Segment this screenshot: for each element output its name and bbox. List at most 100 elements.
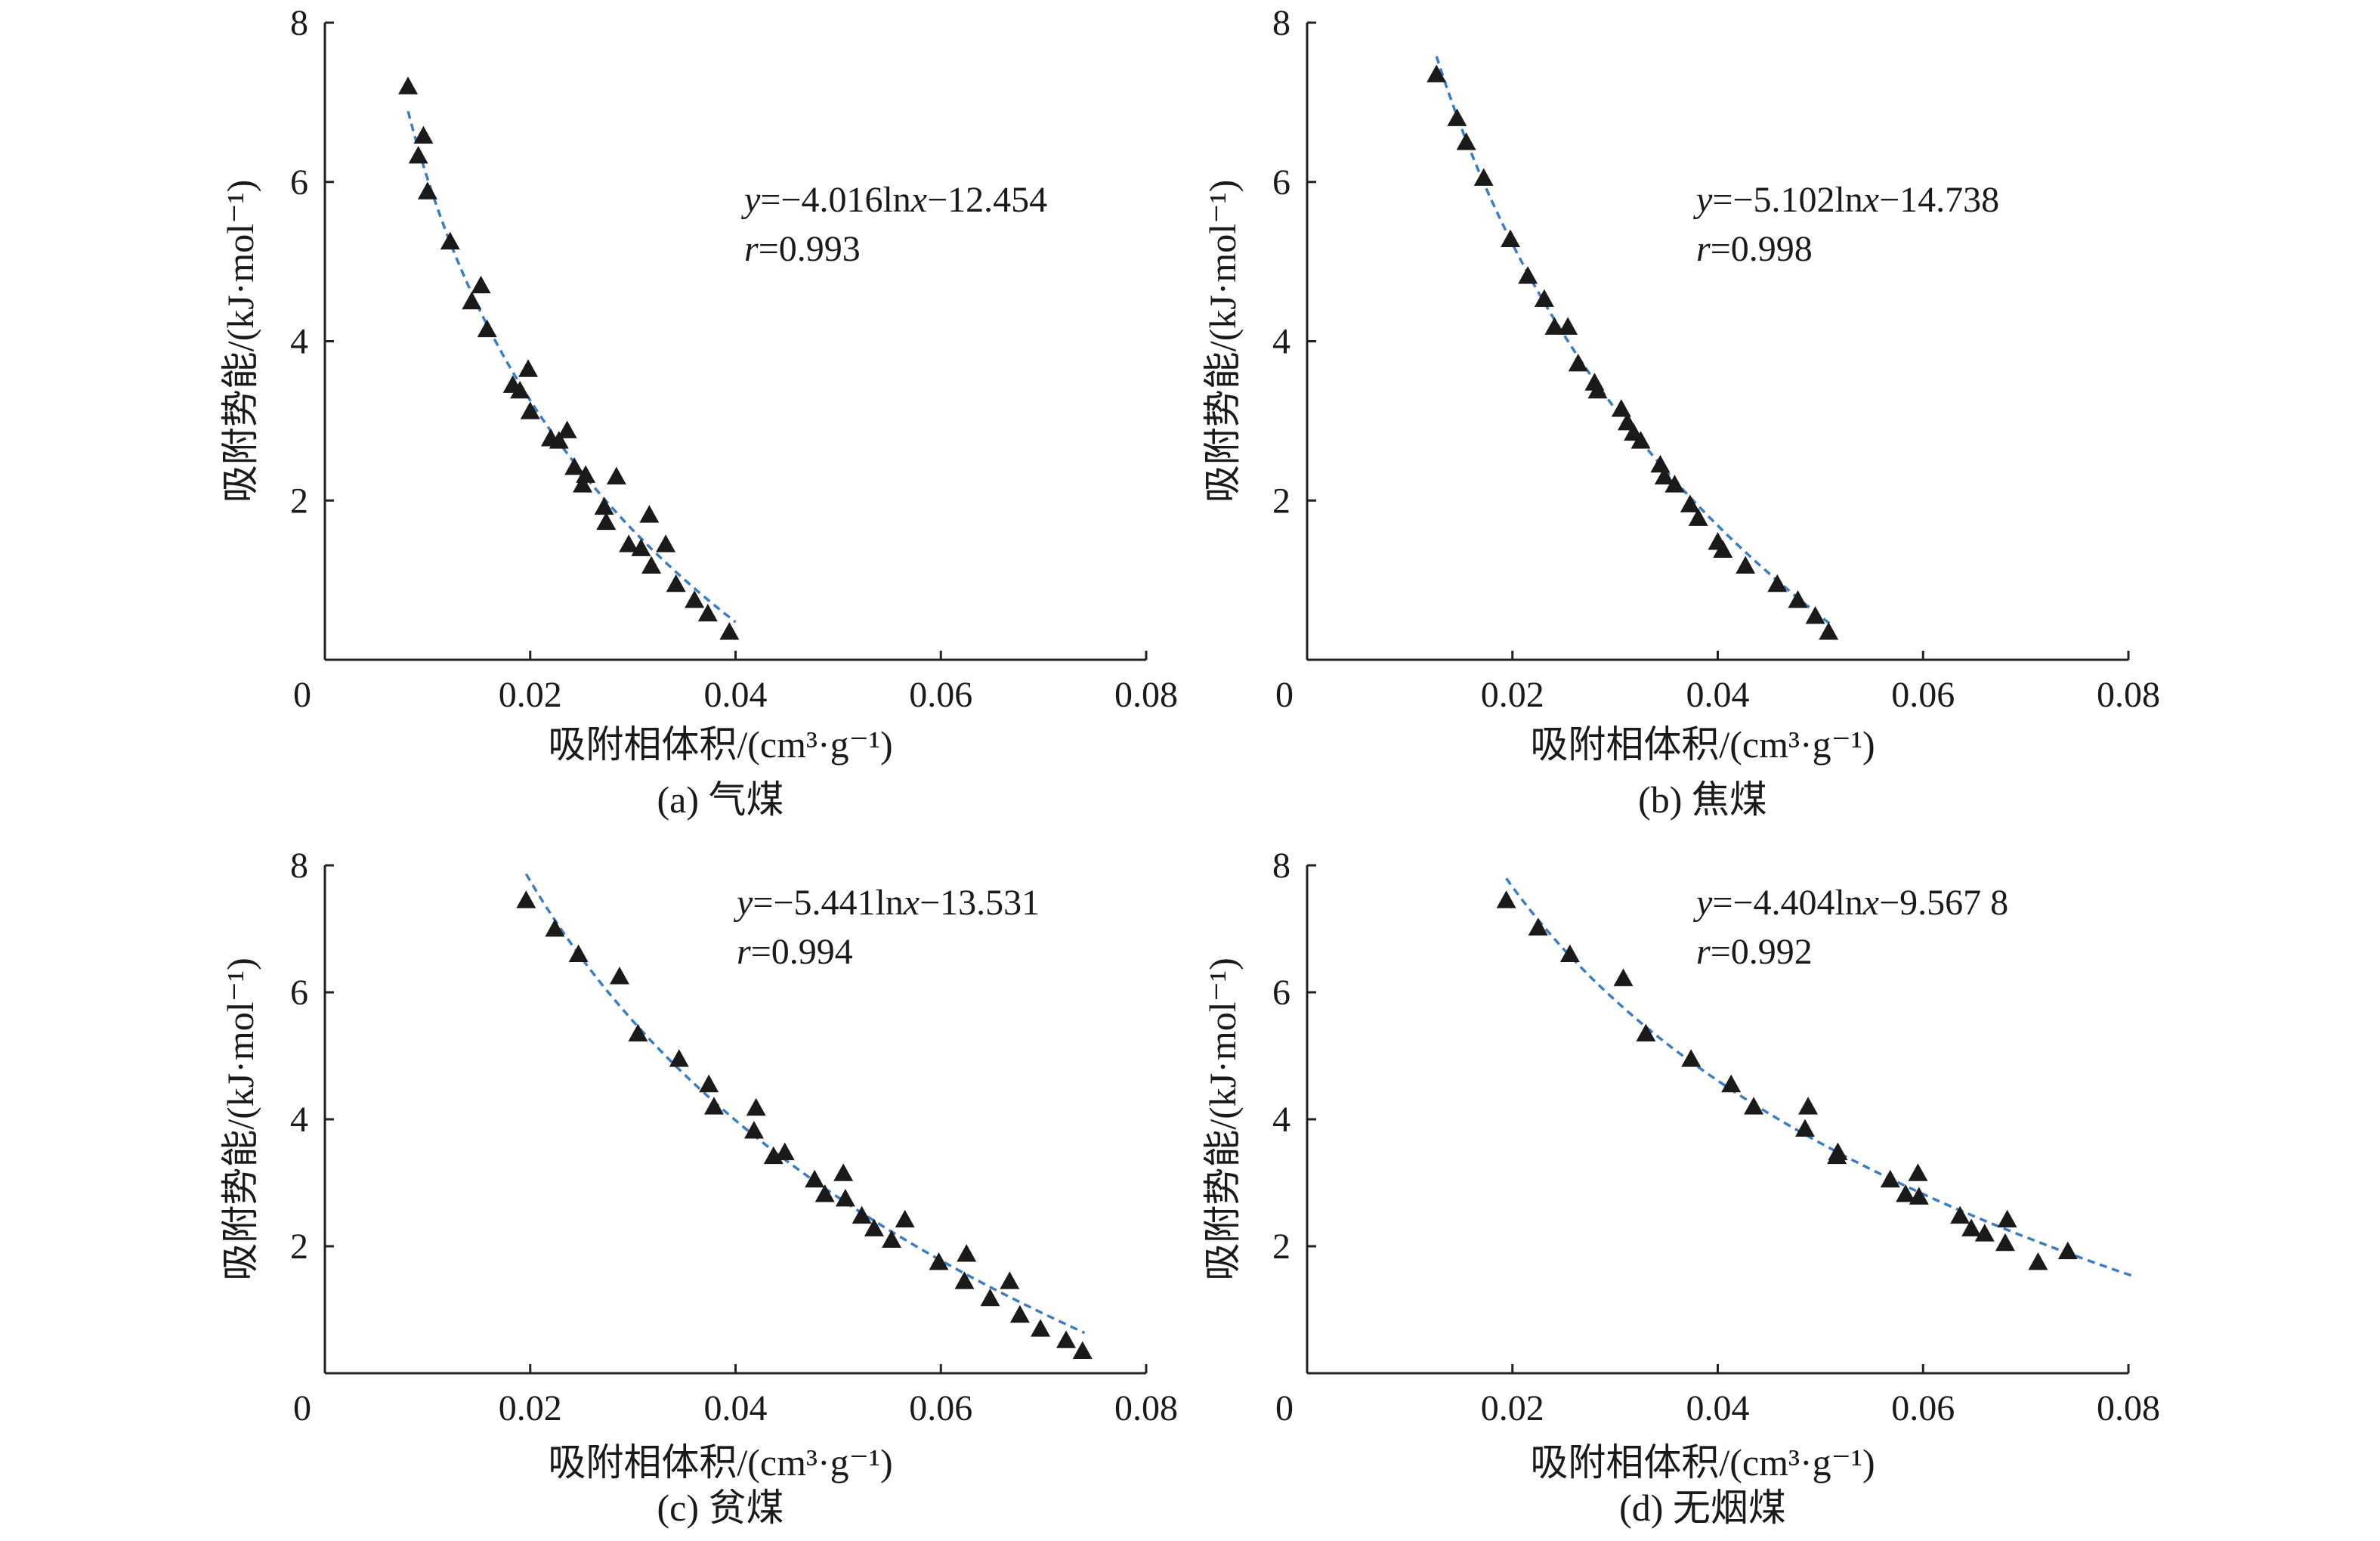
panel-c: 2 4 6 8 0 0.02 0.04 0.06 0.08 吸附相体积/(cm³·g⁻¹) 吸附势能… <box>219 846 1178 1529</box>
panel-caption: (b) 焦煤 <box>1638 778 1767 821</box>
data-point <box>656 534 676 552</box>
data-point <box>1559 944 1580 962</box>
data-point <box>609 967 629 985</box>
fit-curve <box>524 873 1086 1335</box>
x-tick-label: 0.04 <box>1686 675 1750 715</box>
panel-b: 2 4 6 8 0 0.02 0.04 0.06 0.08 吸附相体积/(cm³·g⁻¹) 吸附势能… <box>1201 3 2160 821</box>
data-point <box>1650 454 1671 473</box>
fit-equation: y=−4.016lnx−12.454 <box>740 180 1047 220</box>
y-tick-label: 4 <box>1272 322 1290 362</box>
fit-curve <box>1505 877 2134 1278</box>
y-tick-label: 2 <box>290 481 308 521</box>
r-symbol: r <box>737 932 751 972</box>
y-axis-title: 吸附势能/(kJ·mol⁻¹) <box>219 180 261 503</box>
data-point <box>1528 917 1548 936</box>
data-point <box>1805 606 1825 624</box>
data-point <box>746 1097 766 1116</box>
y-tick-label: 6 <box>1272 973 1290 1013</box>
data-point <box>2028 1252 2048 1270</box>
x-tick-label: 0 <box>1275 1388 1294 1428</box>
data-point <box>1880 1169 1900 1188</box>
data-point <box>1534 289 1554 308</box>
data-point <box>1744 1097 1764 1115</box>
equation-variable: x <box>910 180 927 220</box>
data-point <box>1721 1074 1742 1093</box>
y-tick-label: 4 <box>1272 1100 1290 1140</box>
r-text: =0.998 <box>1711 229 1813 269</box>
data-point <box>699 1074 719 1093</box>
data-point <box>641 555 662 574</box>
y-tick-label: 2 <box>290 1227 308 1267</box>
x-tick-label: 0 <box>293 675 311 715</box>
data-point <box>398 76 419 94</box>
y-tick-label: 8 <box>290 3 308 43</box>
equation-text: −13.531 <box>920 883 1040 923</box>
data-point <box>549 431 569 449</box>
data-point <box>1680 494 1700 512</box>
data-point <box>954 1271 975 1289</box>
data-point <box>606 466 626 485</box>
y-tick-label: 2 <box>1272 1227 1290 1267</box>
y-axis-title: 吸附势能/(kJ·mol⁻¹) <box>1201 180 1244 503</box>
x-tick-label: 0.02 <box>1481 1388 1544 1428</box>
fit-equation: y=−5.102lnx−14.738 <box>1692 180 1999 220</box>
correlation-value: r=0.994 <box>737 932 853 972</box>
x-axis-title: 吸附相体积/(cm³·g⁻¹) <box>1530 723 1875 766</box>
x-tick-label: 0.08 <box>1114 1388 1178 1428</box>
data-point <box>619 534 639 552</box>
data-point <box>1713 540 1733 558</box>
data-point <box>685 589 705 608</box>
data-point <box>882 1230 902 1248</box>
data-point <box>1974 1224 1995 1242</box>
data-point <box>1798 1097 1819 1115</box>
data-point <box>805 1169 825 1188</box>
data-point <box>557 420 577 438</box>
y-tick-label: 4 <box>290 322 308 362</box>
x-tick-label: 0.02 <box>499 675 562 715</box>
data-point <box>1473 168 1494 186</box>
data-point <box>1997 1209 2017 1228</box>
equation-text: =−4.016ln <box>760 180 910 220</box>
y-tick-label: 6 <box>290 973 308 1013</box>
x-tick-label: 0.04 <box>704 1388 768 1428</box>
y-tick-label: 2 <box>1272 481 1290 521</box>
x-axis-title: 吸附相体积/(cm³·g⁻¹) <box>1530 1441 1875 1484</box>
data-point <box>957 1244 977 1262</box>
data-point <box>594 497 614 515</box>
data-point <box>1736 555 1756 574</box>
data-point <box>1456 132 1476 150</box>
data-point <box>1544 317 1565 335</box>
data-point <box>835 1189 855 1207</box>
data-point <box>477 319 497 338</box>
data-point <box>852 1205 872 1224</box>
x-tick-label: 0.06 <box>1891 675 1955 715</box>
fit-curve <box>406 110 737 624</box>
r-symbol: r <box>1696 229 1711 269</box>
x-tick-label: 0.02 <box>499 1388 562 1428</box>
data-point <box>417 181 437 200</box>
data-point <box>1819 622 1839 640</box>
data-point <box>1568 354 1588 372</box>
data-point <box>520 401 540 419</box>
data-point <box>1587 380 1608 399</box>
data-point <box>440 231 460 250</box>
x-tick-label: 0.08 <box>2097 1388 2160 1428</box>
data-point <box>1558 317 1578 335</box>
panel-caption: (a) 气煤 <box>657 778 784 821</box>
data-point <box>1611 399 1631 417</box>
data-point <box>697 603 718 622</box>
y-tick-label: 6 <box>290 162 308 203</box>
data-point <box>929 1252 949 1270</box>
equation-text: =−5.102ln <box>1712 180 1862 220</box>
data-point <box>573 475 593 493</box>
y-tick-label: 8 <box>1272 3 1290 43</box>
panel-caption: (c) 贫煤 <box>657 1487 784 1529</box>
data-point <box>1496 890 1516 908</box>
data-point <box>1447 108 1467 126</box>
data-point <box>545 919 565 937</box>
x-axis-title: 吸附相体积/(cm³·g⁻¹) <box>548 723 892 766</box>
data-point <box>1000 1271 1020 1289</box>
y-axis-title: 吸附势能/(kJ·mol⁻¹) <box>219 958 261 1280</box>
data-point <box>1788 589 1808 608</box>
r-text: =0.992 <box>1711 932 1813 972</box>
